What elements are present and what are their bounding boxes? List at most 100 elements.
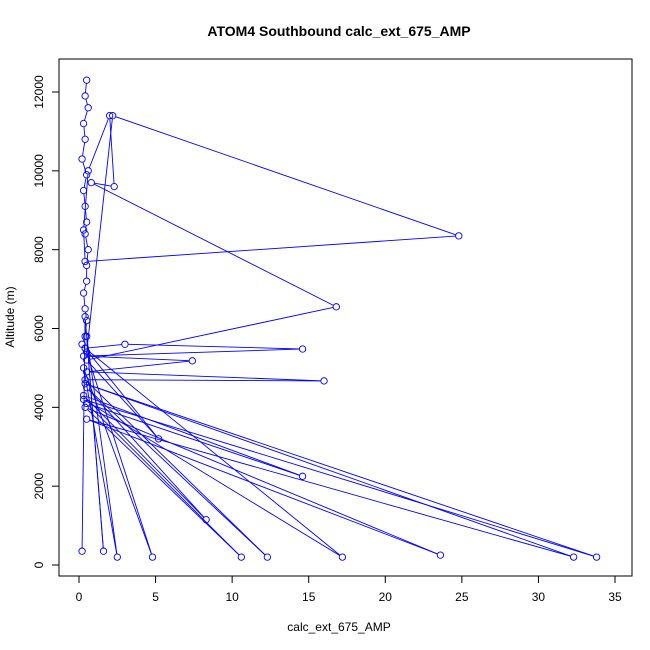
series-segment: [89, 307, 334, 360]
data-point: [110, 182, 118, 191]
data-point: [154, 435, 163, 443]
series-segment: [115, 116, 456, 236]
data-point: [148, 553, 157, 561]
data-point: [436, 551, 445, 559]
x-tick-label: 15: [302, 590, 316, 604]
x-tick-label: 5: [152, 590, 159, 604]
series-segment: [85, 236, 89, 247]
series-segment: [86, 348, 300, 357]
data-point: [83, 261, 91, 270]
data-point: [83, 171, 91, 179]
series-segment: [88, 389, 205, 518]
data-point: [99, 547, 108, 555]
series-segment: [89, 419, 438, 555]
series-layer: [78, 76, 601, 561]
series-segment: [83, 177, 87, 188]
series-segment: [83, 370, 118, 555]
series-segment: [84, 83, 87, 93]
series-segment: [85, 98, 88, 105]
data-point: [202, 516, 210, 524]
series-segment: [87, 349, 341, 556]
series-segment: [93, 183, 334, 306]
y-axis-label: Altitude (m): [3, 286, 17, 347]
series-segment: [88, 405, 240, 556]
y-axis: 0 2000 4000 6000 8000 10000 12000: [32, 75, 60, 568]
series-segment: [89, 419, 571, 557]
x-tick-label: 20: [379, 590, 393, 604]
data-point: [87, 179, 95, 187]
x-axis-label: calc_ext_675_AMP: [287, 620, 390, 634]
data-point: [79, 352, 88, 360]
series-segment: [86, 399, 594, 557]
series-segment: [88, 384, 594, 557]
x-tick-label: 25: [455, 590, 469, 604]
series-segment: [88, 118, 109, 169]
series-segment: [87, 409, 240, 556]
data-point: [83, 316, 91, 325]
data-point: [78, 155, 86, 163]
series-segment: [88, 379, 321, 382]
data-point: [84, 167, 92, 175]
series-segment: [85, 311, 87, 318]
data-point: [338, 553, 347, 561]
data-point: [83, 332, 91, 341]
data-point: [81, 135, 89, 143]
series-segment: [83, 284, 87, 291]
data-point: [84, 246, 92, 254]
data-point: [81, 403, 89, 411]
chart-title: ATOM4 Southbound calc_ext_675_AMP: [207, 23, 470, 39]
data-point: [332, 303, 340, 311]
data-point: [113, 553, 121, 561]
series-segment: [86, 339, 118, 555]
series-segment: [87, 408, 438, 555]
y-tick-label: 0: [32, 561, 46, 568]
data-point: [237, 553, 245, 561]
series-segment: [88, 362, 157, 437]
x-tick-label: 30: [532, 590, 546, 604]
data-point: [81, 202, 89, 210]
series-segment: [94, 182, 112, 187]
series-segment: [83, 296, 86, 306]
series-segment: [84, 110, 88, 121]
data-point: [105, 112, 114, 120]
data-point: [79, 289, 88, 297]
data-point: [78, 547, 86, 555]
x-tick-label: 0: [76, 590, 83, 604]
data-point: [109, 112, 117, 120]
series-segment: [86, 118, 113, 350]
y-tick-label: 12000: [32, 75, 46, 109]
series-segment: [86, 400, 340, 556]
series-segment: [85, 397, 205, 518]
series-segment: [86, 355, 190, 362]
series-segment: [89, 360, 190, 372]
series-segment: [86, 252, 89, 263]
data-point: [81, 313, 89, 321]
data-point: [81, 376, 89, 384]
series-segment: [88, 235, 456, 262]
data-point: [81, 230, 89, 238]
data-point: [79, 395, 88, 404]
data-point: [83, 277, 91, 285]
y-tick-label: 2000: [32, 472, 46, 499]
data-point: [81, 344, 89, 352]
data-point: [79, 391, 88, 400]
data-point: [79, 364, 88, 372]
series-segment: [84, 209, 87, 219]
data-point: [79, 119, 88, 128]
series-segment: [89, 371, 321, 382]
series-segment: [88, 344, 122, 349]
data-point: [79, 226, 88, 234]
x-tick-label: 35: [608, 590, 622, 604]
series-segment: [87, 384, 571, 557]
series-segment: [83, 126, 86, 137]
series-segment: [89, 403, 300, 476]
data-point: [592, 553, 601, 561]
series-segment: [84, 319, 104, 549]
data-point: [83, 415, 91, 423]
data-point: [188, 357, 196, 365]
data-point: [84, 104, 92, 112]
y-tick-label: 10000: [32, 154, 46, 188]
y-tick-label: 8000: [32, 236, 46, 263]
data-point: [81, 92, 89, 100]
